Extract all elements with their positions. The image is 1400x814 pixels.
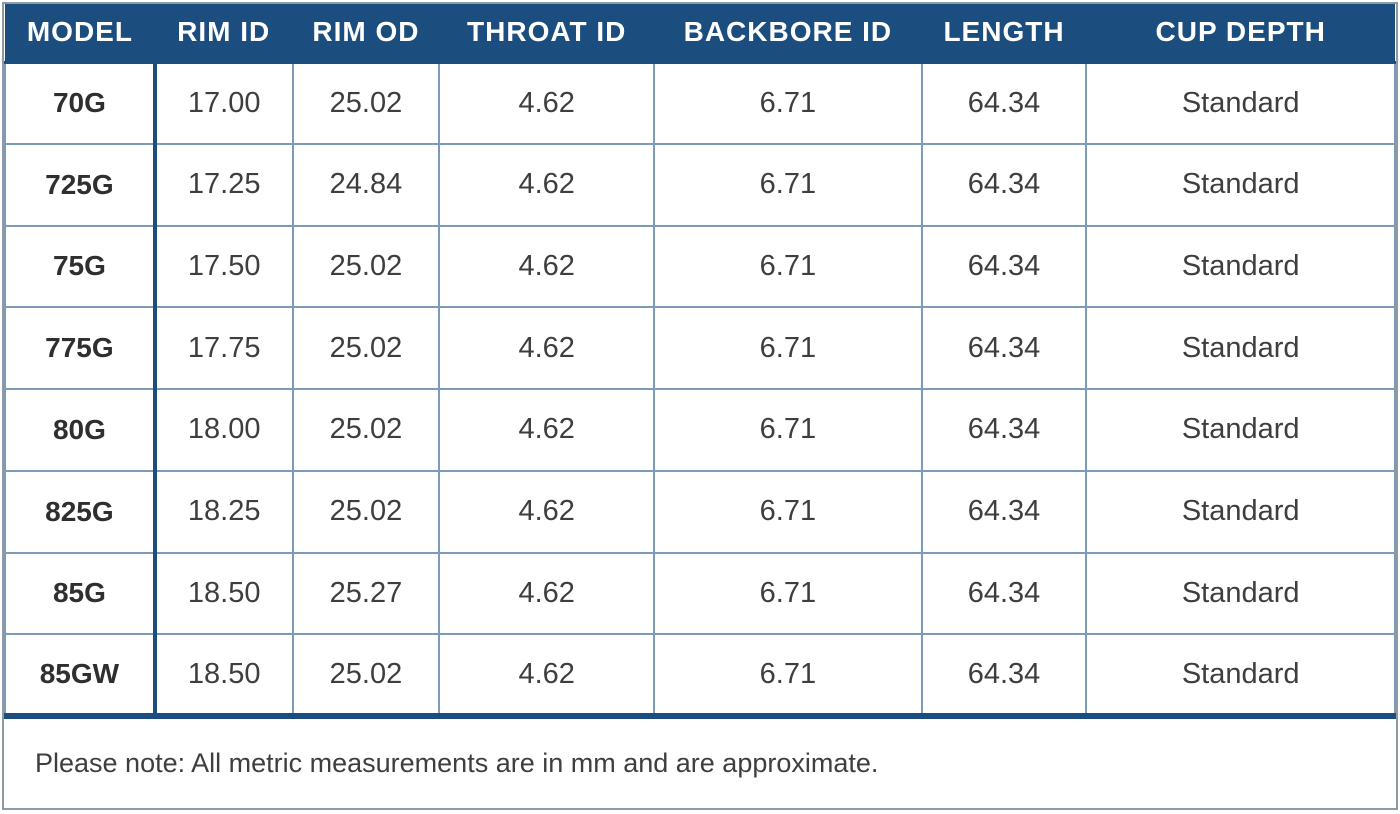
cell-rim-od: 24.84 xyxy=(291,142,441,227)
column-header-throat-id: THROAT ID xyxy=(439,4,655,64)
cell-rim-od: 25.02 xyxy=(291,469,441,554)
table-row-75g: 75G 17.50 25.02 4.62 6.71 64.34 Standard xyxy=(4,224,1396,309)
cell-model: 85GW xyxy=(4,633,157,717)
cell-model: 775G xyxy=(4,306,157,390)
cell-rim-id: 17.00 xyxy=(153,61,294,145)
cell-backbore-id: 6.71 xyxy=(653,142,923,227)
table-row-775g: 775G 17.75 25.02 4.62 6.71 64.34 Standard xyxy=(4,306,1396,390)
cell-rim-od: 25.02 xyxy=(291,306,441,390)
cell-rim-id: 18.00 xyxy=(153,388,294,472)
cell-cup-depth: Standard xyxy=(1085,306,1396,390)
cell-throat-id: 4.62 xyxy=(438,633,656,717)
cell-rim-od: 25.02 xyxy=(291,61,441,145)
cell-cup-depth: Standard xyxy=(1085,388,1396,472)
cell-cup-depth: Standard xyxy=(1085,224,1396,309)
cell-throat-id: 4.62 xyxy=(438,61,656,145)
cell-rim-od: 25.02 xyxy=(291,633,441,717)
cell-model: 725G xyxy=(4,142,157,227)
cell-cup-depth: Standard xyxy=(1085,469,1396,554)
cell-backbore-id: 6.71 xyxy=(653,388,923,472)
cell-cup-depth: Standard xyxy=(1085,551,1396,636)
cell-rim-od: 25.02 xyxy=(291,388,441,472)
cell-length: 64.34 xyxy=(920,551,1088,636)
cell-throat-id: 4.62 xyxy=(438,224,656,309)
table-row-725g: 725G 17.25 24.84 4.62 6.71 64.34 Standard xyxy=(4,142,1396,227)
cell-rim-id: 18.50 xyxy=(153,633,294,717)
cell-rim-id: 17.50 xyxy=(153,224,294,309)
cell-length: 64.34 xyxy=(920,142,1088,227)
cell-throat-id: 4.62 xyxy=(438,551,656,636)
header-row: MODEL RIM ID RIM OD THROAT ID BACKBORE ID LEN… xyxy=(5,4,1395,64)
cell-backbore-id: 6.71 xyxy=(653,633,923,717)
cell-model: 70G xyxy=(4,61,157,145)
table-row-85g: 85G 18.50 25.27 4.62 6.71 64.34 Standard xyxy=(4,551,1396,636)
cell-backbore-id: 6.71 xyxy=(653,61,923,145)
table-row-825g: 825G 18.25 25.02 4.62 6.71 64.34 Standard xyxy=(4,469,1396,554)
cell-model: 75G xyxy=(4,224,157,309)
cell-rim-od: 25.02 xyxy=(291,224,441,309)
cell-length: 64.34 xyxy=(920,61,1088,145)
cell-length: 64.34 xyxy=(920,633,1088,717)
cell-model: 85G xyxy=(4,551,157,636)
footer-note: Please note: All metric measurements are… xyxy=(5,713,1395,808)
column-header-length: LENGTH xyxy=(921,4,1087,64)
cell-cup-depth: Standard xyxy=(1085,633,1396,717)
cell-length: 64.34 xyxy=(920,388,1088,472)
table-row-80g: 80G 18.00 25.02 4.62 6.71 64.34 Standard xyxy=(4,388,1396,472)
cell-cup-depth: Standard xyxy=(1085,142,1396,227)
cell-length: 64.34 xyxy=(920,306,1088,390)
cell-throat-id: 4.62 xyxy=(438,142,656,227)
cell-rim-id: 18.50 xyxy=(153,551,294,636)
cell-length: 64.34 xyxy=(920,469,1088,554)
cell-rim-id: 17.75 xyxy=(153,306,294,390)
cell-cup-depth: Standard xyxy=(1085,61,1396,145)
cell-backbore-id: 6.71 xyxy=(653,224,923,309)
column-header-cup-depth: CUP DEPTH xyxy=(1086,4,1395,64)
cell-rim-od: 25.27 xyxy=(291,551,441,636)
column-header-model: MODEL xyxy=(5,4,155,64)
column-header-rim-od: RIM OD xyxy=(292,4,440,64)
cell-rim-id: 17.25 xyxy=(153,142,294,227)
table-row-85gw: 85GW 18.50 25.02 4.62 6.71 64.34 Standard xyxy=(4,633,1396,717)
cell-backbore-id: 6.71 xyxy=(653,551,923,636)
cell-backbore-id: 6.71 xyxy=(653,306,923,390)
cell-model: 80G xyxy=(4,388,157,472)
cell-throat-id: 4.62 xyxy=(438,306,656,390)
table-row-70g: 70G 17.00 25.02 4.62 6.71 64.34 Standard xyxy=(4,61,1396,145)
cell-backbore-id: 6.71 xyxy=(653,469,923,554)
cell-model: 825G xyxy=(4,469,157,554)
cell-rim-id: 18.25 xyxy=(153,469,294,554)
mouthpiece-spec-table: MODEL RIM ID RIM OD THROAT ID BACKBORE ID LEN… xyxy=(4,4,1396,808)
cell-length: 64.34 xyxy=(920,224,1088,309)
column-header-rim-id: RIM ID xyxy=(154,4,293,64)
footer-note-row: Please note: All metric measurements are… xyxy=(5,713,1395,808)
cell-throat-id: 4.62 xyxy=(438,469,656,554)
cell-throat-id: 4.62 xyxy=(438,388,656,472)
column-header-backbore-id: BACKBORE ID xyxy=(654,4,922,64)
